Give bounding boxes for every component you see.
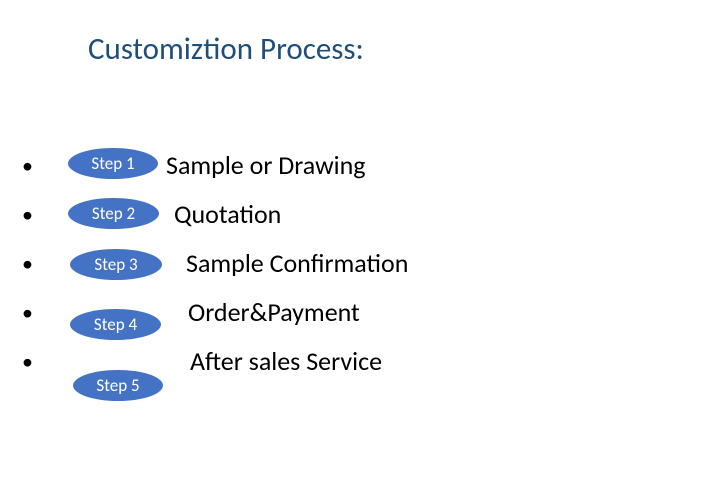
step-badge: Step 5 <box>73 370 163 401</box>
step-badge: Step 3 <box>70 249 162 280</box>
step-description: Quotation <box>174 198 281 230</box>
step-badge-label: Step 2 <box>92 203 135 224</box>
step-badge: Step 2 <box>68 198 159 229</box>
bullet-icon: • <box>22 250 33 277</box>
step-description: Sample Confirmation <box>186 247 408 279</box>
process-row: •Step 5After sales Service <box>22 342 682 392</box>
process-row: • Step 4 Order&Payment <box>22 293 682 343</box>
step-description: After sales Service <box>190 345 382 377</box>
bullet-icon: • <box>22 348 33 375</box>
bullet-icon: • <box>22 152 33 179</box>
process-row: • Step 2 Quotation <box>22 195 682 245</box>
step-description: Sample or Drawing <box>166 149 366 181</box>
step-badge-label: Step 1 <box>91 153 134 174</box>
step-badge-label: Step 5 <box>96 375 139 396</box>
process-row: • Step 1 Sample or Drawing <box>22 146 682 196</box>
bullet-icon: • <box>22 299 33 326</box>
page-title: Customiztion Process: <box>88 30 364 68</box>
step-badge: Step 4 <box>70 309 161 340</box>
step-badge-label: Step 4 <box>94 314 137 335</box>
step-description: Order&Payment <box>188 296 360 328</box>
step-badge-label: Step 3 <box>94 254 137 275</box>
process-row: • Step 3 Sample Confirmation <box>22 244 682 294</box>
step-badge: Step 1 <box>68 148 158 179</box>
bullet-icon: • <box>22 201 33 228</box>
